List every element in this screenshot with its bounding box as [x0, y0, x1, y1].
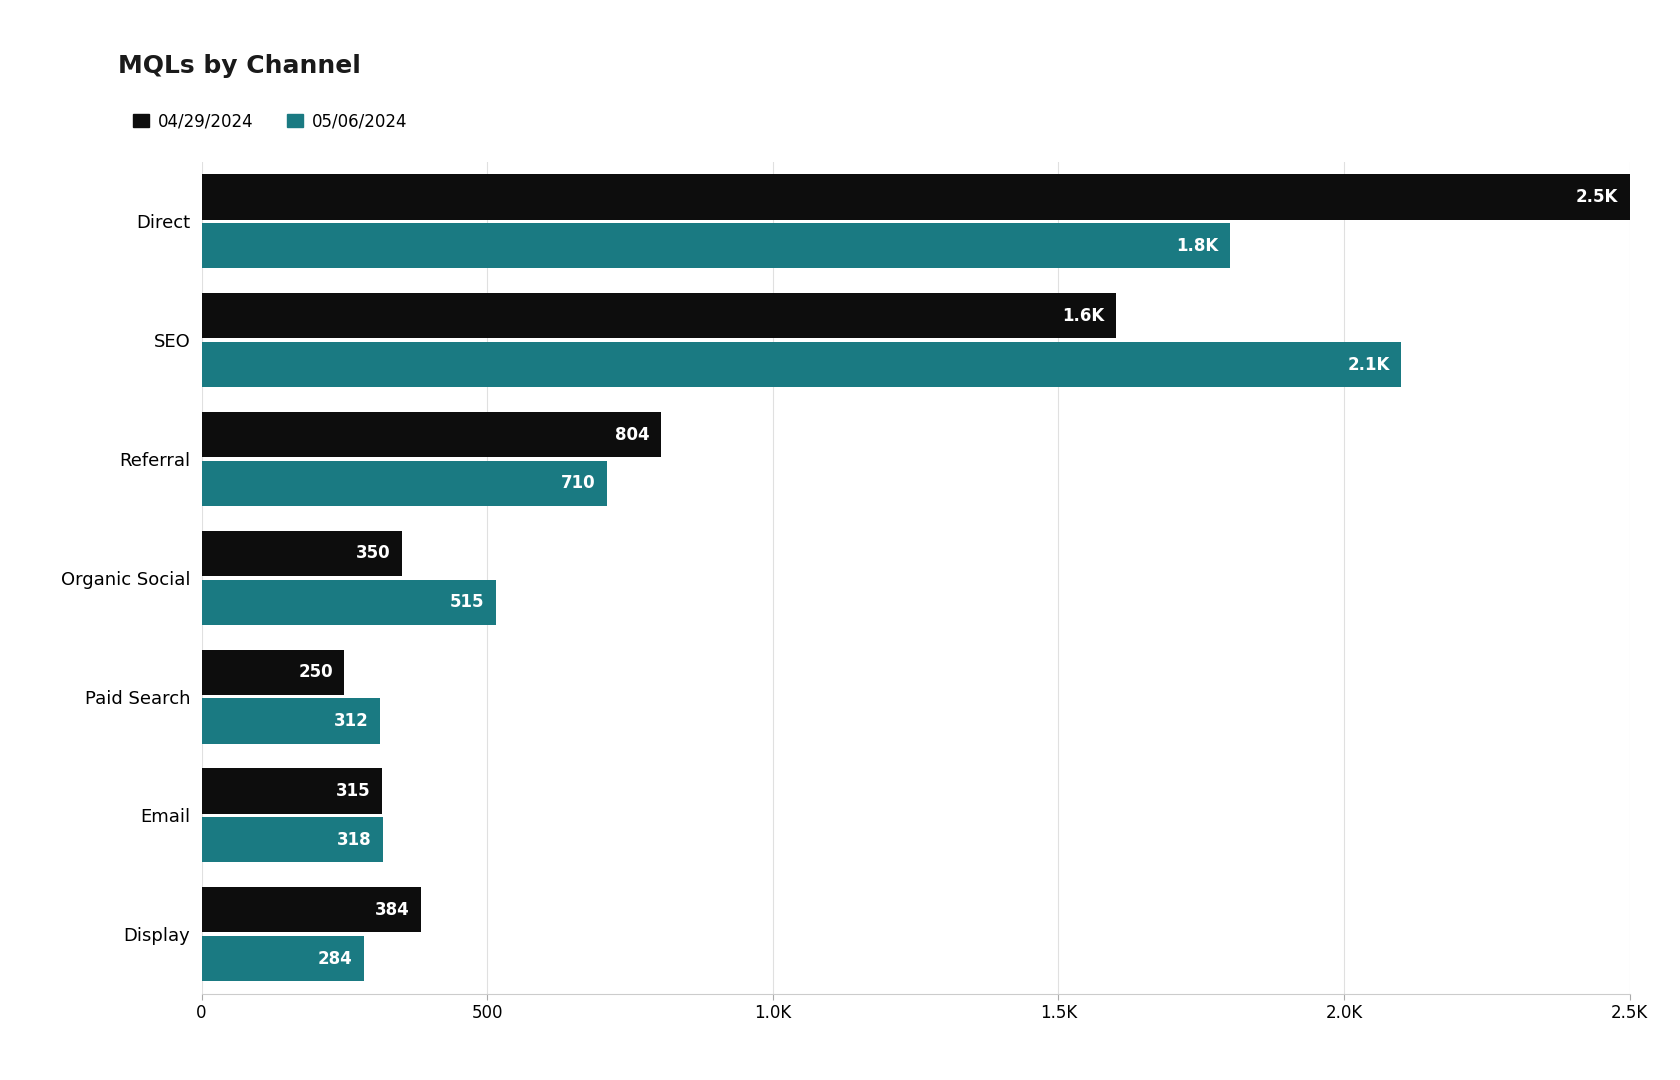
Bar: [202, 650, 344, 694]
Bar: [202, 580, 496, 624]
Text: 2.1K: 2.1K: [1347, 355, 1389, 374]
Bar: [202, 342, 1401, 387]
Bar: [202, 769, 381, 813]
Bar: [202, 294, 1116, 338]
Text: 1.6K: 1.6K: [1062, 307, 1104, 325]
Text: MQLs by Channel: MQLs by Channel: [118, 54, 361, 78]
Bar: [202, 699, 380, 743]
Text: 1.8K: 1.8K: [1176, 237, 1218, 255]
Bar: [202, 224, 1230, 268]
Bar: [202, 888, 422, 932]
Text: 284: 284: [318, 949, 353, 968]
Text: 318: 318: [338, 831, 371, 849]
Text: 315: 315: [336, 782, 370, 800]
Text: 710: 710: [561, 474, 596, 492]
Text: 312: 312: [334, 712, 368, 730]
Text: 250: 250: [299, 663, 333, 681]
Bar: [202, 818, 383, 862]
Bar: [202, 531, 402, 576]
Text: 384: 384: [375, 901, 410, 919]
Text: 515: 515: [450, 593, 484, 611]
Bar: [202, 936, 365, 981]
Text: 2.5K: 2.5K: [1576, 188, 1618, 206]
Bar: [202, 175, 1630, 219]
Text: 350: 350: [356, 544, 390, 563]
Text: 804: 804: [615, 426, 650, 444]
Bar: [202, 461, 606, 505]
Legend: 04/29/2024, 05/06/2024: 04/29/2024, 05/06/2024: [126, 106, 413, 137]
Bar: [202, 413, 660, 457]
